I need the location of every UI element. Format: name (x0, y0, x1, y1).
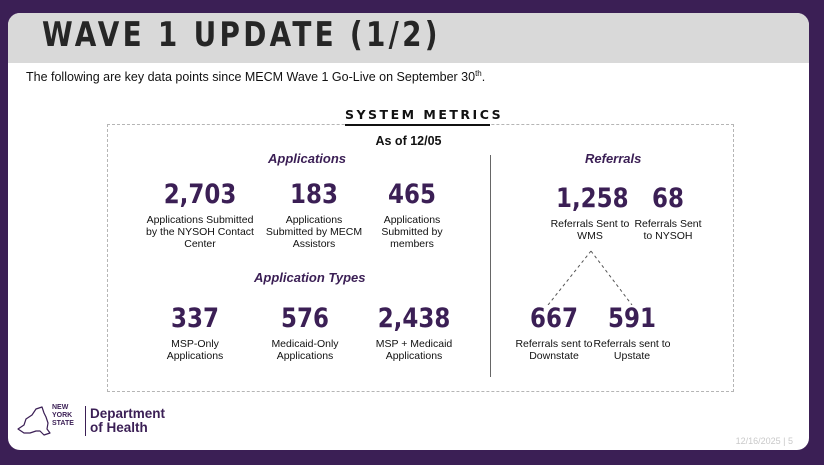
metric-label: Referrals Sent to WMS (550, 218, 630, 242)
page-footer-info: 12/16/2025 | 5 (735, 436, 793, 446)
metric-nysoh-contact-center: 2,703 Applications Submitted by the NYSO… (140, 179, 260, 250)
metric-label: Applications Submitted by the NYSOH Cont… (146, 214, 254, 250)
metric-label: Referrals sent to Downstate (515, 338, 593, 362)
metric-value: 576 (281, 303, 329, 334)
metric-label: MSP-Only Applications (166, 338, 224, 362)
nys-wordmark: NEW YORK STATE (52, 404, 74, 428)
metric-value: 68 (652, 183, 684, 214)
metric-value: 465 (388, 179, 436, 210)
nys-line-2: YORK (52, 412, 73, 419)
metric-members: 465 Applications Submitted by members (372, 179, 452, 250)
metric-value: 337 (171, 303, 219, 334)
metric-medicaid-only: 576 Medicaid-Only Applications (260, 303, 350, 362)
slide: WAVE 1 UPDATE (1/2) The following are ke… (8, 13, 809, 450)
metric-label: Medicaid-Only Applications (271, 338, 339, 362)
doh-line-1: Department (90, 406, 166, 421)
metric-msp-only: 337 MSP-Only Applications (150, 303, 240, 362)
intro-text-sup: th (475, 69, 482, 78)
metric-label: Referrals sent to Upstate (593, 338, 671, 362)
department-of-health-logo: Department of Health (90, 407, 165, 435)
metric-referrals-wms: 1,258 Referrals Sent to WMS (550, 183, 630, 242)
metric-label: MSP + Medicaid Applications (375, 338, 453, 362)
logo-divider (85, 406, 86, 436)
nys-line-3: STATE (52, 420, 74, 427)
intro-text-main: The following are key data points since … (26, 70, 476, 85)
metric-label: Applications Submitted by MECM Assistors (265, 214, 363, 250)
metric-referrals-upstate: 591 Referrals sent to Upstate (592, 303, 672, 362)
metric-value: 2,438 (377, 303, 451, 334)
metric-value: 667 (530, 303, 578, 334)
intro-text-end: . (481, 70, 486, 85)
referral-split-connector (547, 250, 633, 305)
new-york-state-map-icon (17, 406, 51, 436)
metric-label: Applications Submitted by members (381, 214, 443, 250)
metric-value: 591 (608, 303, 656, 334)
applications-heading: Applications (268, 151, 347, 166)
doh-line-2: of Health (90, 420, 148, 435)
metric-referrals-downstate: 667 Referrals sent to Downstate (514, 303, 594, 362)
nys-line-1: NEW (52, 404, 69, 411)
application-types-heading: Application Types (254, 270, 366, 285)
metric-value: 183 (290, 179, 338, 210)
page-title: WAVE 1 UPDATE (1/2) (42, 15, 441, 55)
metric-value: 1,258 (556, 183, 629, 214)
system-metrics-label: SYSTEM METRICS (345, 107, 501, 126)
metric-label: Referrals Sent to NYSOH (634, 218, 702, 242)
metric-referrals-nysoh: 68 Referrals Sent to NYSOH (632, 183, 704, 242)
intro-text: The following are key data points since … (26, 69, 485, 84)
metric-msp-medicaid: 2,438 MSP + Medicaid Applications (364, 303, 464, 362)
metric-mecm-assistors: 183 Applications Submitted by MECM Assis… (264, 179, 364, 250)
metric-value: 2,703 (163, 179, 237, 210)
referrals-heading: Referrals (585, 151, 642, 166)
title-bar: WAVE 1 UPDATE (1/2) (8, 13, 809, 63)
as-of-date: As of 12/05 (375, 134, 442, 148)
vertical-divider (490, 155, 491, 377)
